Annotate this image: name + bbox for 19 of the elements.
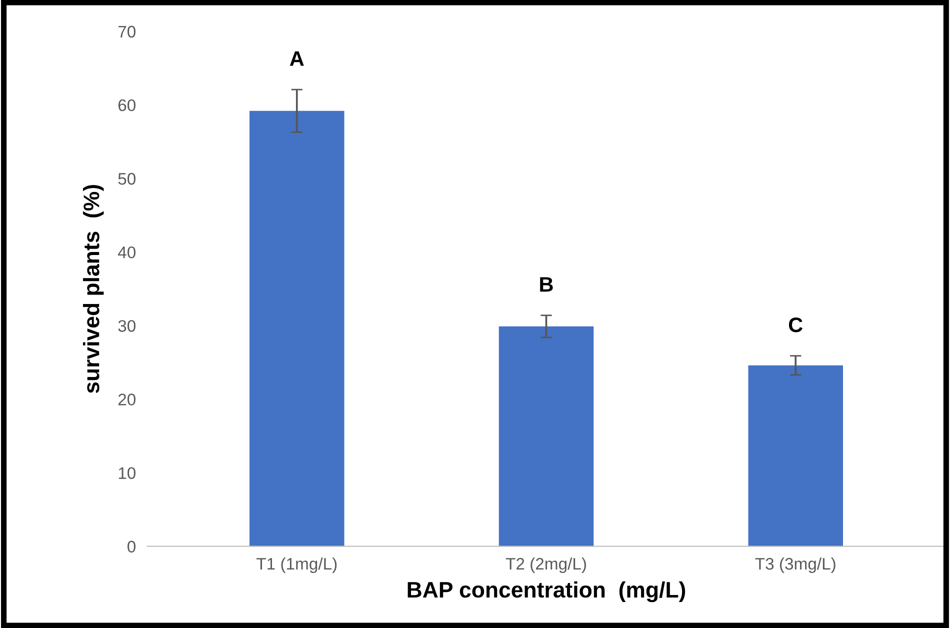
- annotation: C: [788, 318, 803, 332]
- y-tick-label: 10: [118, 467, 136, 479]
- y-tick-label: 40: [118, 246, 136, 258]
- annotation: A: [290, 51, 304, 66]
- bar: [748, 365, 844, 546]
- annotation: B: [540, 277, 553, 292]
- bar: [249, 110, 344, 546]
- y-tick-label: 70: [118, 26, 136, 38]
- y-tick-label: 60: [118, 99, 136, 112]
- x-tick-label: T3 (3mg/L): [755, 557, 836, 574]
- x-tick-label: T2 (2mg/L): [506, 557, 586, 574]
- y-tick-label: 0: [128, 540, 136, 553]
- y-tick-label: 50: [118, 172, 136, 185]
- y-tick-label: 20: [118, 394, 136, 406]
- y-tick-label: 30: [118, 320, 136, 332]
- x-tick-label: T1 (1mg/L): [256, 557, 337, 574]
- y-axis-title: survived plants (%): [83, 185, 104, 394]
- bar: [498, 326, 594, 546]
- x-axis-title: BAP concentration (mg/L): [408, 581, 686, 602]
